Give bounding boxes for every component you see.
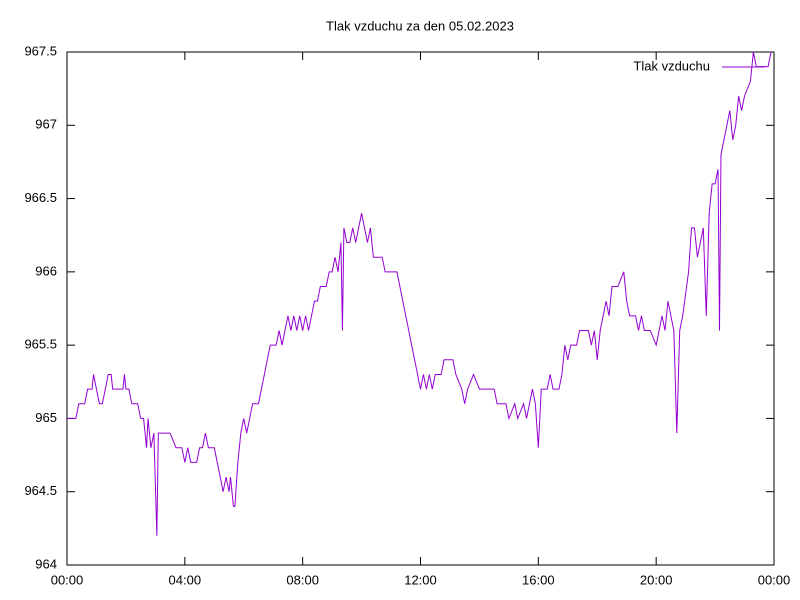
x-tick-label: 00:00 bbox=[51, 572, 84, 587]
data-line bbox=[67, 51, 772, 536]
y-tick-label: 966 bbox=[35, 263, 57, 278]
y-tick-label: 965.5 bbox=[24, 337, 57, 352]
x-tick-label: 04:00 bbox=[169, 572, 202, 587]
x-tick-label: 00:00 bbox=[758, 572, 791, 587]
y-tick-label: 964 bbox=[35, 556, 57, 571]
y-tick-label: 967.5 bbox=[24, 43, 57, 58]
chart-title: Tlak vzduchu za den 05.02.2023 bbox=[326, 18, 514, 33]
x-tick-label: 12:00 bbox=[404, 572, 437, 587]
y-tick-label: 966.5 bbox=[24, 190, 57, 205]
y-tick-label: 965 bbox=[35, 410, 57, 425]
x-tick-label: 08:00 bbox=[286, 572, 319, 587]
y-tick-label: 967 bbox=[35, 117, 57, 132]
x-tick-label: 20:00 bbox=[640, 572, 673, 587]
y-tick-label: 964.5 bbox=[24, 483, 57, 498]
x-tick-label: 16:00 bbox=[522, 572, 555, 587]
legend-label: Tlak vzduchu bbox=[633, 58, 710, 73]
